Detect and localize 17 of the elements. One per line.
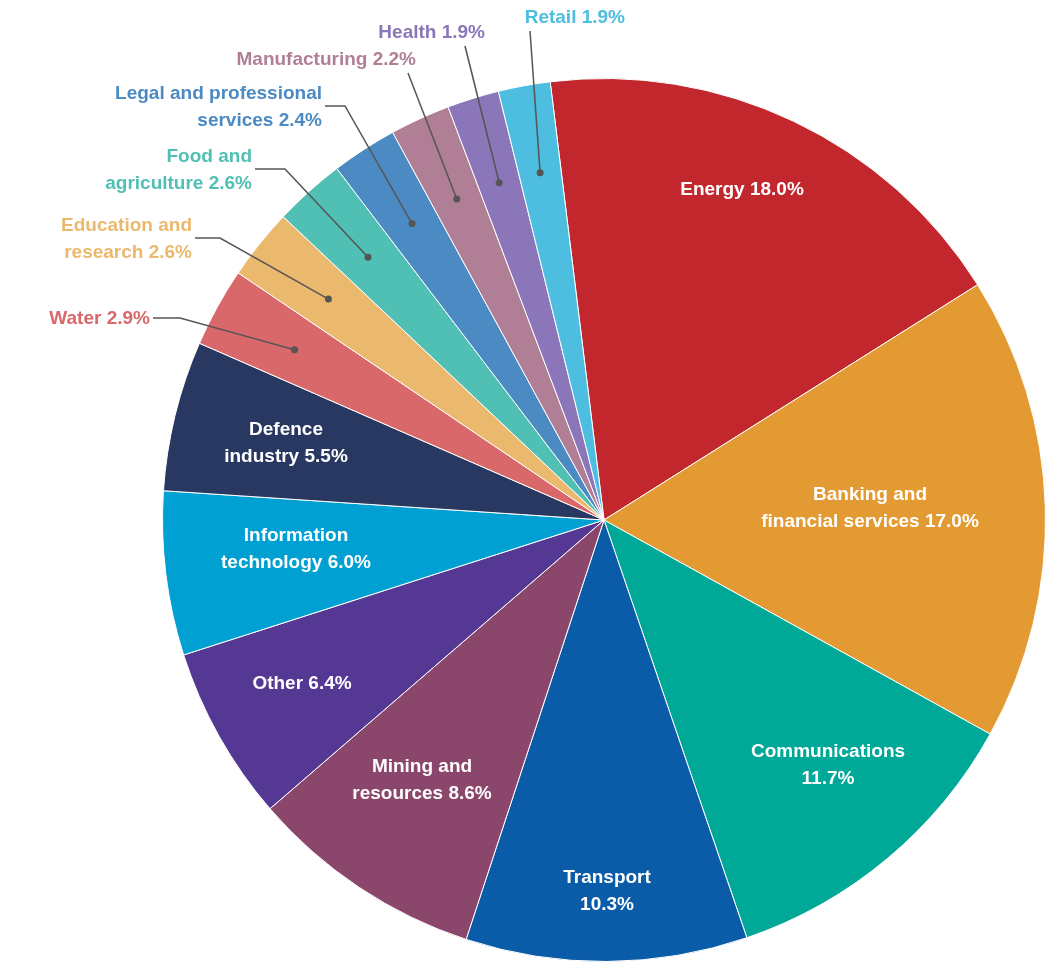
data-label: 11.7% bbox=[801, 767, 855, 789]
slice-label: Energy 18.0% bbox=[680, 178, 804, 200]
slice-label: Food and agriculture 2.6% bbox=[105, 145, 253, 194]
slice-label: Education and research 2.6% bbox=[61, 214, 193, 263]
slice-label: Health 1.9% bbox=[378, 21, 486, 43]
slice-label: Legal and professional services 2.4% bbox=[115, 82, 323, 131]
slice-label: Defence industry 5.5% bbox=[224, 418, 348, 467]
slice-label: Communications bbox=[750, 740, 906, 762]
slice-label: Mining and resources 8.6% bbox=[352, 755, 492, 804]
slice-label: Retail 1.9% bbox=[524, 6, 626, 28]
slice-label: Information technology 6.0% bbox=[221, 524, 372, 573]
slice-label: Transport bbox=[563, 866, 652, 888]
slice-label: Manufacturing 2.2% bbox=[236, 48, 417, 70]
slice-label: Other 6.4% bbox=[252, 672, 352, 694]
slice-label: Water 2.9% bbox=[49, 307, 151, 329]
slice-label: Banking and financial services 17.0% bbox=[761, 483, 979, 532]
data-label: 10.3% bbox=[580, 893, 635, 915]
